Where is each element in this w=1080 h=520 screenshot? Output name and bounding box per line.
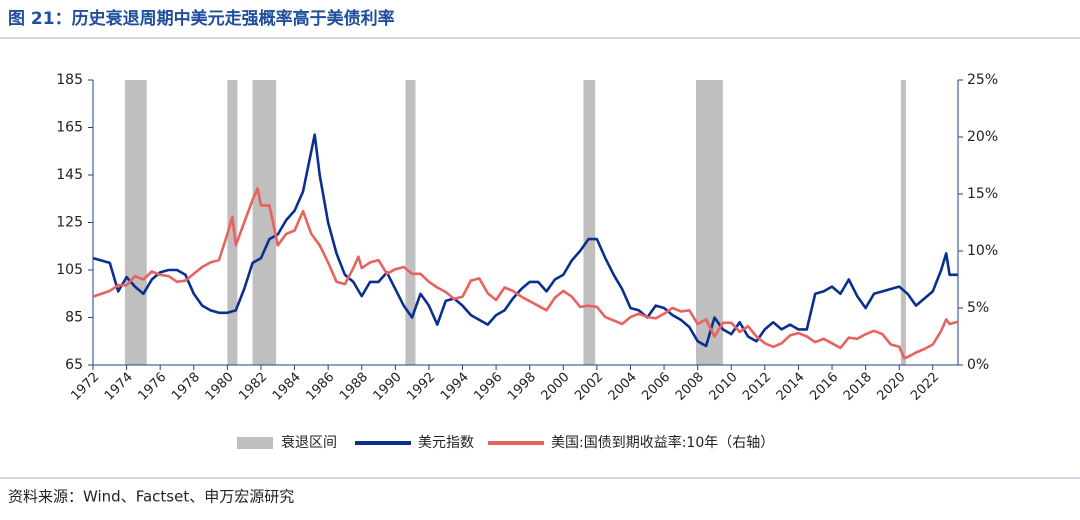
x-tick-label: 1982	[236, 370, 270, 404]
y-tick-label: 125	[56, 215, 83, 231]
x-tick-label: 2018	[841, 370, 875, 404]
y2-tick-label: 10%	[967, 243, 998, 259]
x-tick-label: 1972	[68, 370, 102, 404]
x-tick-label: 1974	[102, 370, 136, 404]
recession-band	[252, 80, 277, 365]
x-tick-label: 2012	[740, 370, 774, 404]
x-tick-label: 2014	[774, 370, 808, 404]
legend-swatch	[237, 437, 273, 449]
y2-tick-label: 15%	[967, 186, 998, 202]
x-tick-label: 2020	[875, 370, 909, 404]
y-tick-label: 65	[65, 357, 83, 373]
y2-tick-label: 0%	[967, 357, 989, 373]
y2-tick-label: 25%	[967, 72, 998, 88]
y-tick-label: 85	[65, 310, 83, 326]
x-tick-label: 1994	[438, 370, 472, 404]
x-tick-label: 1978	[169, 370, 203, 404]
y-tick-label: 185	[56, 72, 83, 88]
x-tick-label: 1990	[371, 370, 405, 404]
chart-title: 图 21：历史衰退周期中美元走强概率高于美债利率	[8, 8, 395, 29]
x-tick-label: 1996	[471, 370, 505, 404]
x-tick-label: 2022	[908, 370, 942, 404]
y2-tick-label: 20%	[967, 129, 998, 145]
source-note: 资料来源：Wind、Factset、申万宏源研究	[8, 488, 294, 506]
x-tick-label: 2004	[606, 370, 640, 404]
x-tick-label: 2002	[572, 370, 606, 404]
x-tick-label: 2010	[707, 370, 741, 404]
x-tick-label: 1992	[404, 370, 438, 404]
recession-band	[695, 80, 723, 365]
series-line	[92, 133, 958, 348]
y-tick-label: 105	[56, 262, 83, 278]
x-tick-label: 1976	[135, 370, 169, 404]
x-tick-label: 1986	[303, 370, 337, 404]
x-tick-label: 2006	[639, 370, 673, 404]
y-tick-label: 145	[56, 167, 83, 183]
y2-tick-label: 5%	[967, 300, 989, 316]
recession-band	[900, 80, 906, 365]
recession-band	[405, 80, 416, 365]
recession-band	[583, 80, 596, 365]
x-tick-label: 1980	[203, 370, 237, 404]
x-tick-label: 1984	[270, 370, 304, 404]
legend-label: 美国:国债到期收益率:10年（右轴）	[551, 434, 774, 451]
x-tick-label: 2016	[807, 370, 841, 404]
series-line	[92, 187, 959, 360]
x-tick-label: 2008	[673, 370, 707, 404]
x-tick-label: 1998	[505, 370, 539, 404]
x-tick-label: 2000	[539, 370, 573, 404]
recession-band	[124, 80, 147, 365]
y-tick-label: 165	[56, 120, 83, 136]
x-tick-label: 1988	[337, 370, 371, 404]
legend-label: 美元指数	[418, 435, 474, 451]
legend-label: 衰退区间	[281, 434, 337, 451]
